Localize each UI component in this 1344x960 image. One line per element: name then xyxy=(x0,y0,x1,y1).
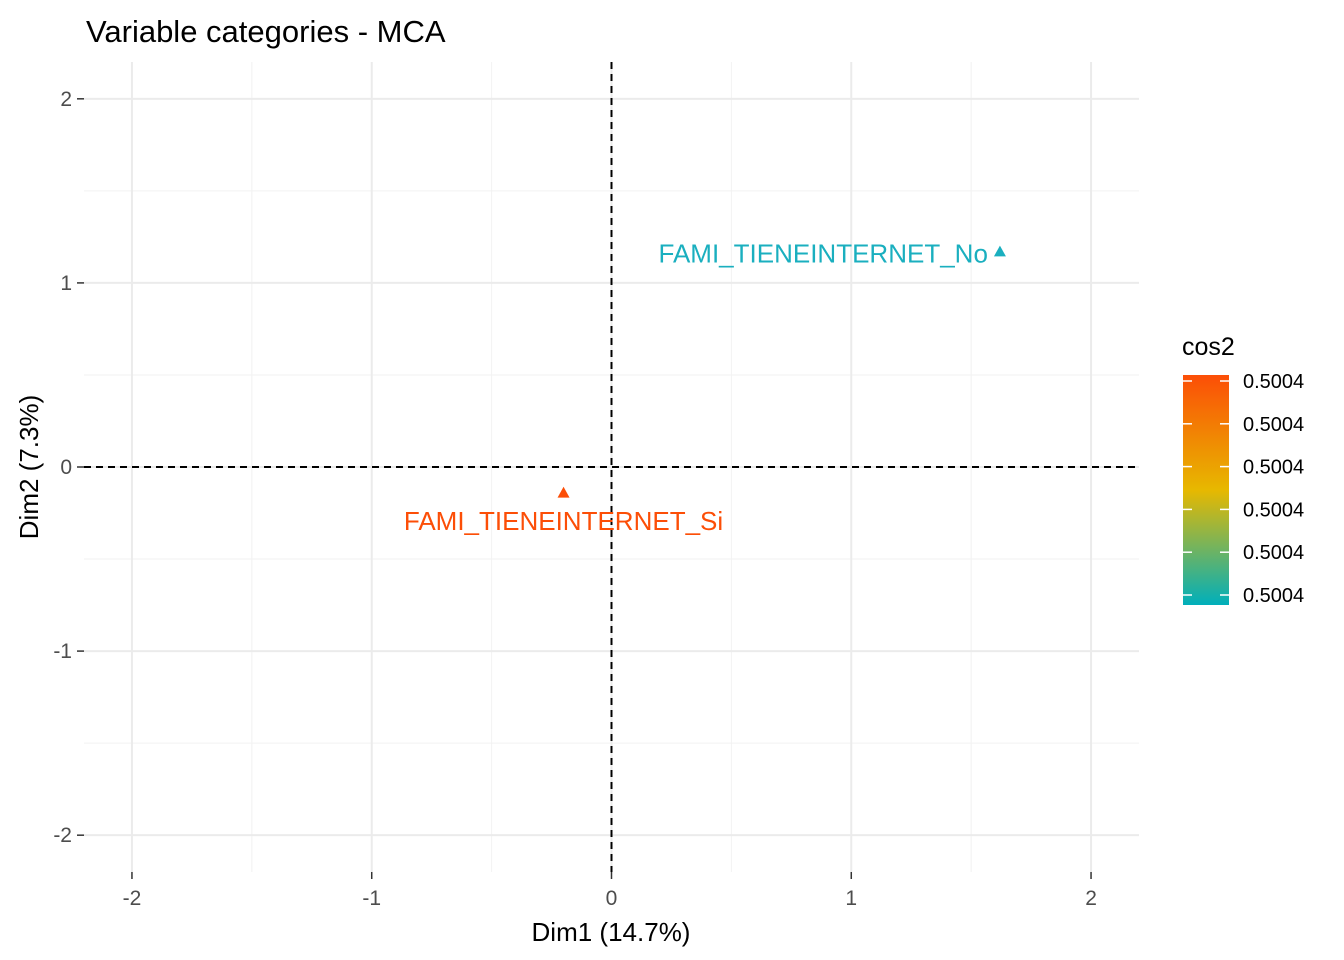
x-tick-label: 1 xyxy=(845,887,857,910)
y-axis: -2 -1 0 1 2 xyxy=(53,88,84,847)
y-tick-label: 0 xyxy=(60,456,72,479)
legend-tick-label: 0.5004 xyxy=(1243,457,1304,479)
y-tick-label: -2 xyxy=(53,824,72,847)
point-marker xyxy=(993,245,1006,257)
legend-tick-label: 0.5004 xyxy=(1243,371,1304,393)
point-label: FAMI_TIENEINTERNET_Si xyxy=(404,506,723,536)
y-tick-label: -1 xyxy=(53,640,72,663)
data-points: FAMI_TIENEINTERNET_No FAMI_TIENEINTERNET_… xyxy=(404,239,1006,536)
legend-colorbar xyxy=(1183,375,1229,605)
point-label: FAMI_TIENEINTERNET_No xyxy=(659,239,988,269)
legend-tick-label: 0.5004 xyxy=(1243,585,1304,607)
legend-title: cos2 xyxy=(1182,333,1235,361)
x-axis: -2 -1 0 1 2 xyxy=(123,872,1097,910)
x-axis-label: Dim1 (14.7%) xyxy=(532,917,691,947)
x-tick-label: -2 xyxy=(123,887,142,910)
x-tick-label: 2 xyxy=(1085,887,1097,910)
y-tick-label: 1 xyxy=(60,272,72,295)
y-tick-label: 2 xyxy=(60,88,72,111)
legend-tick-label: 0.5004 xyxy=(1243,542,1304,564)
legend-tick-label: 0.5004 xyxy=(1243,414,1304,436)
chart-title: Variable categories - MCA xyxy=(86,14,446,49)
y-axis-label: Dim2 (7.3%) xyxy=(14,395,44,539)
legend-tick-label: 0.5004 xyxy=(1243,499,1304,521)
point-marker xyxy=(557,486,570,498)
legend: cos2 0.50040.50040.50040.50040.50040.500… xyxy=(1182,333,1304,607)
reference-lines xyxy=(84,62,1139,872)
x-tick-label: -1 xyxy=(362,887,381,910)
legend-ticks: 0.5004 0.5004 0.5004 0.5004 0.5004 0.5004 xyxy=(1183,371,1304,607)
x-tick-label: 0 xyxy=(606,887,618,910)
